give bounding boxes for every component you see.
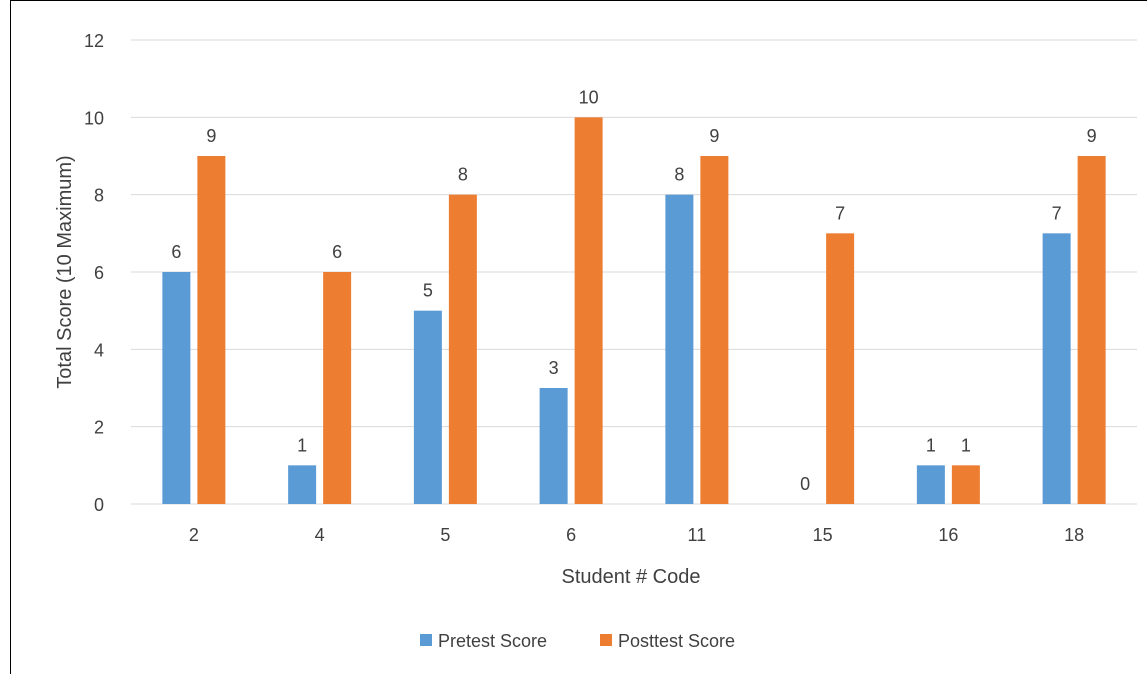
data-label: 7	[1052, 203, 1062, 223]
x-axis-title: Student # Code	[562, 566, 701, 588]
gridlines	[131, 39, 1137, 505]
data-labels: 6 9 1 6 5 8 3 10 8 9 0 7 1 1 7 9	[171, 87, 1096, 494]
y-tick-label: 12	[84, 31, 104, 51]
data-label: 10	[579, 87, 599, 107]
x-tick-label: 11	[688, 525, 707, 545]
data-label: 8	[458, 165, 468, 185]
y-axis-ticks: 0 2 4 6 8 10 12	[84, 31, 104, 515]
y-tick-label: 8	[94, 186, 104, 206]
bar-posttest	[1077, 156, 1106, 504]
data-label: 9	[709, 126, 719, 146]
data-label: 1	[297, 435, 307, 455]
legend-label: Pretest Score	[438, 631, 547, 651]
data-label: 6	[171, 242, 181, 262]
y-tick-label: 4	[94, 340, 104, 360]
y-axis-title: Total Score (10 Maximum)	[54, 155, 76, 388]
data-label: 9	[206, 126, 216, 146]
legend-swatch	[600, 634, 612, 646]
x-tick-label: 5	[440, 525, 450, 545]
bar-posttest	[951, 465, 980, 504]
data-label: 8	[674, 165, 684, 185]
bar-pretest	[916, 465, 945, 504]
bar-posttest	[574, 117, 603, 504]
bar-posttest	[826, 233, 855, 505]
legend-label: Posttest Score	[618, 631, 735, 651]
x-axis-ticks: 2 4 5 6 11 15 16 18	[189, 525, 1084, 545]
bar-pretest	[162, 272, 191, 504]
legend-swatch	[420, 634, 432, 646]
data-label: 3	[549, 358, 559, 378]
bar-pretest	[665, 194, 694, 504]
bar-pretest	[539, 388, 568, 504]
data-label: 6	[332, 242, 342, 262]
bar-pretest	[288, 465, 317, 504]
legend: Pretest Score Posttest Score	[420, 631, 735, 651]
x-tick-label: 4	[315, 525, 325, 545]
data-label: 5	[423, 281, 433, 301]
y-tick-label: 0	[94, 495, 104, 515]
bars	[162, 117, 1106, 505]
y-tick-label: 2	[94, 418, 104, 438]
x-tick-label: 2	[189, 525, 199, 545]
y-tick-label: 10	[84, 108, 104, 128]
data-label: 1	[961, 435, 971, 455]
bar-posttest	[323, 272, 352, 504]
bar-pretest	[413, 310, 442, 504]
x-tick-label: 15	[813, 525, 833, 545]
x-tick-label: 6	[566, 525, 576, 545]
x-tick-label: 16	[938, 525, 958, 545]
y-tick-label: 6	[94, 263, 104, 283]
data-label: 7	[835, 203, 845, 223]
bar-posttest	[197, 156, 226, 504]
bar-posttest	[448, 194, 477, 504]
data-label: 0	[800, 474, 810, 494]
chart-frame	[10, 0, 1147, 674]
bar-posttest	[700, 156, 729, 504]
bar-pretest	[1042, 233, 1071, 505]
x-tick-label: 18	[1064, 525, 1084, 545]
data-label: 9	[1087, 126, 1097, 146]
data-label: 1	[926, 435, 936, 455]
